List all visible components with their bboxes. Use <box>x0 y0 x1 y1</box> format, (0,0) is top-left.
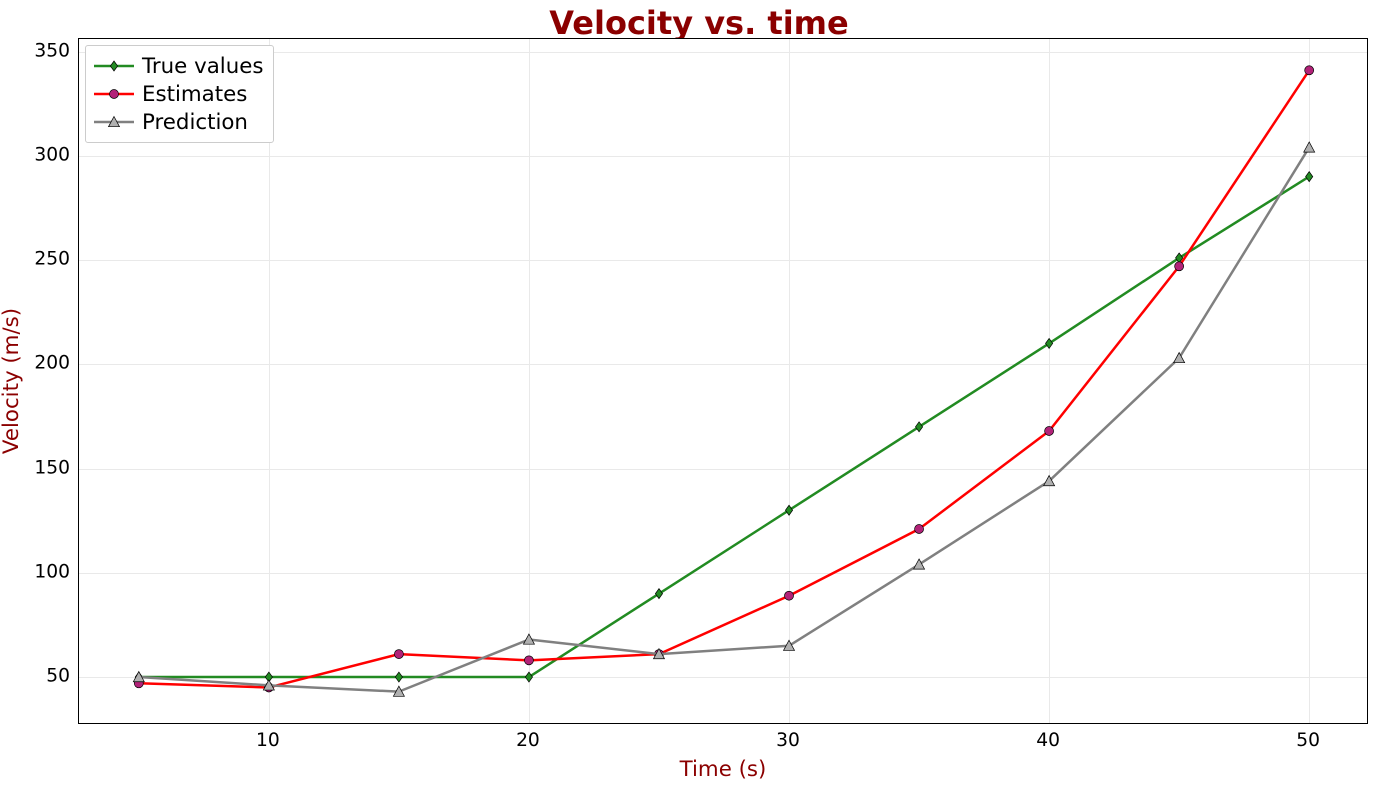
y-tick-label: 150 <box>34 457 70 478</box>
series-line-estimates <box>139 70 1309 687</box>
plot-axes: True values Estimates Prediction <box>78 38 1368 724</box>
chart-title: Velocity vs. time <box>0 4 1398 42</box>
x-tick-label: 20 <box>516 730 540 751</box>
y-tick-label: 350 <box>34 40 70 61</box>
x-tick-label: 10 <box>256 730 280 751</box>
legend-label-estimates: Estimates <box>142 82 247 107</box>
y-axis-label: Velocity (m/s) <box>0 308 24 454</box>
legend-swatch-true-values <box>94 56 134 76</box>
legend-swatch-prediction <box>94 112 134 132</box>
y-tick-label: 300 <box>34 144 70 165</box>
legend-swatch-estimates <box>94 84 134 104</box>
legend-label-prediction: Prediction <box>142 110 248 135</box>
series-line-prediction <box>139 147 1309 691</box>
legend-item-true-values: True values <box>94 52 263 80</box>
legend-item-estimates: Estimates <box>94 80 263 108</box>
y-tick-label: 100 <box>34 561 70 582</box>
figure: Velocity vs. time True values Estimates … <box>0 0 1398 789</box>
series-line-true-values <box>139 177 1309 677</box>
x-tick-label: 30 <box>776 730 800 751</box>
legend-label-true-values: True values <box>142 54 263 79</box>
legend-item-prediction: Prediction <box>94 108 263 136</box>
y-tick-label: 250 <box>34 249 70 270</box>
x-tick-label: 50 <box>1296 730 1320 751</box>
y-tick-label: 50 <box>46 666 70 687</box>
x-tick-label: 40 <box>1036 730 1060 751</box>
y-tick-label: 200 <box>34 353 70 374</box>
legend: True values Estimates Prediction <box>85 45 274 143</box>
x-axis-label: Time (s) <box>680 757 767 782</box>
